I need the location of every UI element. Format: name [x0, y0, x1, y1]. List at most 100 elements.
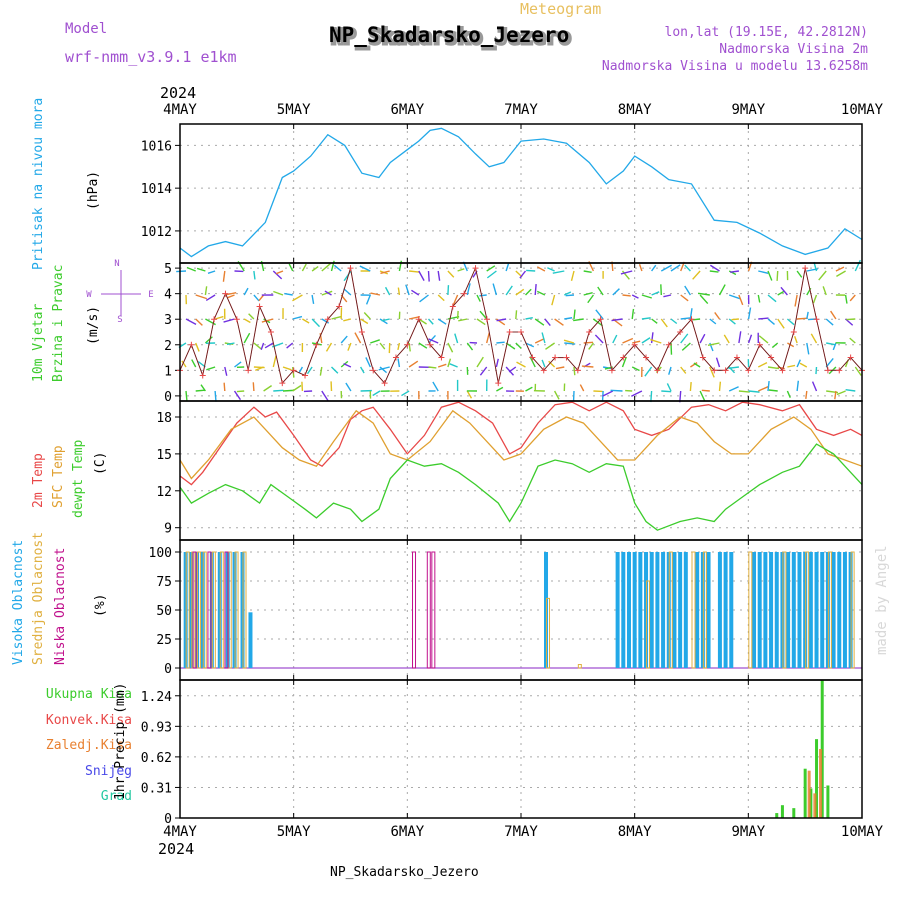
wind-arrow	[651, 264, 657, 272]
y-tick-label: 75	[156, 575, 172, 590]
wind-arrow	[581, 365, 594, 368]
wind-arrow	[680, 366, 687, 374]
wind-arrow	[207, 270, 216, 274]
wind-arrow	[718, 284, 726, 296]
wind-arrow	[505, 285, 513, 296]
wind-arrow	[699, 333, 706, 344]
wind-arrow	[206, 366, 216, 371]
wind-arrow	[830, 310, 837, 320]
wind-arrow	[273, 389, 284, 392]
wind-arrow	[347, 342, 352, 351]
wind-arrow	[767, 270, 773, 281]
mid-cloud-bar	[234, 551, 239, 669]
wind-arrow	[437, 294, 445, 302]
wind-arrow	[621, 270, 630, 280]
high-cloud-bar	[723, 552, 728, 668]
y-tick-label: 0.93	[141, 720, 172, 735]
wind-arrow	[525, 342, 535, 348]
wind-arrow	[427, 270, 430, 282]
mid-cloud-bar	[782, 551, 787, 669]
y-tick-label: 0.62	[141, 751, 172, 766]
wind-arrow	[325, 342, 333, 352]
wind-arrow	[379, 366, 388, 374]
wind-marker	[540, 367, 547, 374]
wind-arrow	[379, 342, 386, 350]
wind-arrow	[620, 270, 633, 275]
wind-arrow	[479, 366, 488, 376]
x-tick-label-bottom: 6MAY	[390, 824, 424, 840]
wind-arrow	[660, 318, 668, 328]
pressure-title: Pritisak na nivou mora	[31, 98, 46, 270]
wind-marker	[847, 354, 854, 361]
wind-arrow	[661, 390, 672, 393]
wind-arrow	[670, 264, 681, 272]
wind-arrow	[709, 264, 720, 272]
wind-arrow	[195, 342, 200, 352]
low-cloud-bar	[207, 551, 212, 669]
wind-arrow	[486, 332, 490, 344]
temp-unit: (C)	[93, 452, 108, 475]
wind-marker	[461, 290, 468, 297]
wind-arrow	[806, 342, 810, 355]
y-tick-label: 1012	[141, 225, 172, 240]
wind-arrow	[226, 342, 235, 346]
wind-arrow	[597, 286, 604, 296]
wind-marker	[597, 316, 604, 323]
wind-arrow	[845, 388, 856, 392]
wind-arrow	[516, 361, 526, 368]
wind-arrow	[583, 292, 593, 296]
wind-arrow	[191, 359, 197, 368]
wind-arrow	[777, 366, 785, 370]
wind-arrow	[447, 358, 452, 368]
wind-arrow	[331, 366, 339, 374]
wind-arrow	[534, 318, 545, 326]
wind-arrow	[536, 266, 546, 272]
wind-arrow	[699, 294, 709, 305]
wind-arrow	[570, 270, 575, 281]
temp2m-title: 2m Temp	[31, 453, 46, 508]
wind-marker	[336, 303, 343, 310]
wind-arrow	[401, 390, 410, 397]
high-cloud-bar	[808, 552, 813, 668]
wind-arrow	[515, 342, 522, 349]
wind-arrow	[612, 334, 618, 344]
x-tick-label-bottom: 10MAY	[841, 824, 884, 840]
wind-arrow	[466, 283, 471, 296]
wind-arrow	[812, 294, 818, 304]
wind-arrow	[738, 331, 742, 344]
wind-arrow	[447, 342, 454, 353]
wind-marker	[688, 316, 695, 323]
wind-arrow	[476, 294, 481, 302]
high-cloud-bar	[774, 552, 779, 668]
high-cloud-bar	[820, 552, 825, 668]
wind-marker	[404, 341, 411, 348]
wind-marker	[677, 329, 684, 335]
wind-arrow	[292, 294, 303, 302]
wind-arrow	[811, 381, 818, 392]
wind-arrow	[748, 390, 760, 393]
wind-arrow	[660, 264, 672, 272]
wind-arrow	[541, 359, 546, 368]
wind-arrow	[224, 366, 228, 376]
x-tick-label-top: 10MAY	[841, 102, 884, 118]
wind-arrow	[758, 270, 769, 274]
high-cloud-bar	[814, 552, 819, 668]
mid-cloud-title: Srednja Oblacnost	[31, 532, 46, 665]
wind-arrow	[534, 338, 545, 344]
wind-arrow	[849, 294, 856, 302]
wind-arrow	[419, 294, 429, 303]
y-tick-label: 25	[156, 633, 172, 648]
wind-arrow	[476, 356, 484, 368]
wind-arrow	[771, 342, 779, 349]
wind-arrow	[525, 317, 533, 320]
wind-arrow	[651, 291, 660, 296]
wind-arrow	[253, 342, 262, 350]
wind-arrow	[331, 315, 342, 320]
wind-arrow	[384, 286, 391, 296]
wind-arrow	[261, 318, 274, 323]
y-tick-label: 0	[164, 662, 172, 677]
wind-arrow	[378, 366, 390, 371]
wind-arrow	[854, 366, 862, 376]
wind-marker	[506, 329, 513, 335]
wind-arrow	[806, 311, 809, 320]
